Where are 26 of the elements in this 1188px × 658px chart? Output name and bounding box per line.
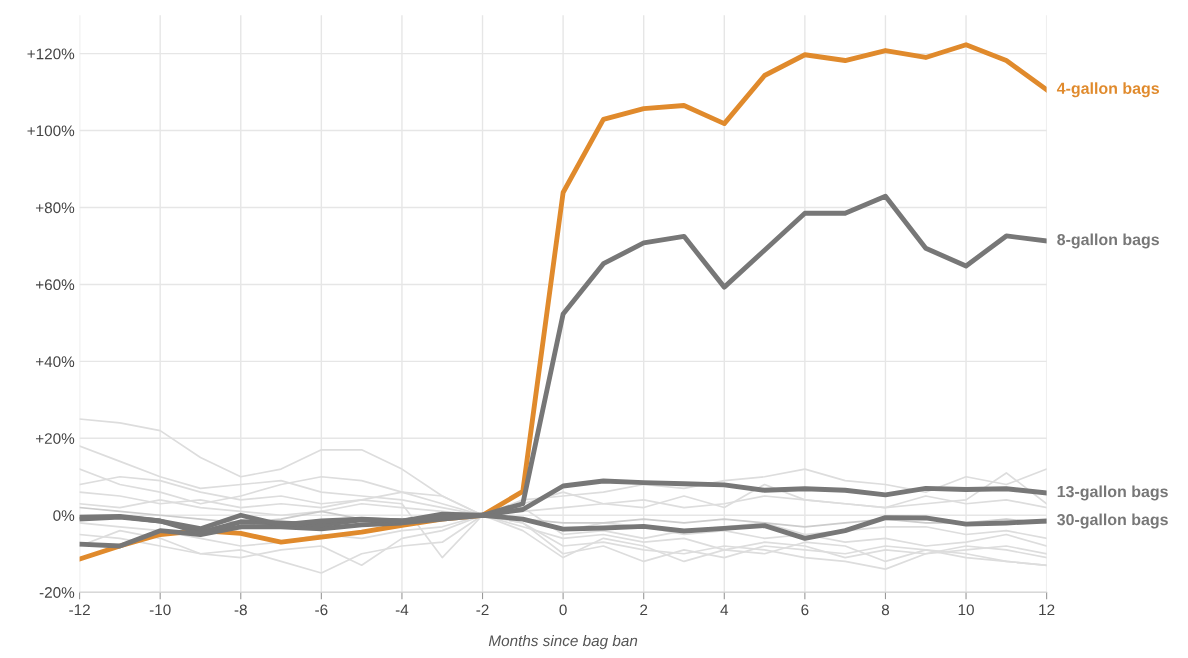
y-tick-label: +60% — [35, 279, 75, 291]
y-tick-label: +100% — [27, 125, 75, 137]
y-tick-label: 0% — [53, 510, 75, 521]
x-tick-label: -10 — [149, 604, 171, 616]
x-tick-label: 12 — [1039, 604, 1055, 616]
x-tick-label: -6 — [315, 604, 328, 616]
x-tick-label: -2 — [476, 604, 489, 616]
x-tick-label: 10 — [958, 604, 974, 616]
series-label: 30-gallon bags — [1057, 513, 1168, 529]
y-tick-label: +20% — [35, 433, 75, 444]
x-tick-label: -8 — [234, 604, 247, 616]
series-label: 8-gallon bags — [1057, 233, 1159, 249]
x-tick-label: -4 — [395, 604, 409, 616]
x-tick-label: 4 — [720, 604, 729, 616]
x-tick-label: 0 — [559, 604, 567, 616]
series-label: 13-gallon bags — [1057, 485, 1168, 501]
x-tick-label: 8 — [881, 604, 890, 616]
y-tick-label: +120% — [27, 48, 75, 60]
x-tick-label: -12 — [69, 604, 90, 616]
x-axis-title: Months since bag ban — [488, 634, 638, 650]
series-label: 4-gallon bags — [1056, 82, 1159, 98]
y-tick-label: +80% — [35, 202, 75, 214]
x-tick-label: 6 — [801, 604, 809, 616]
x-tick-label: 2 — [640, 604, 648, 616]
y-tick-label: +40% — [35, 356, 75, 368]
y-tick-label: -20% — [39, 587, 75, 598]
